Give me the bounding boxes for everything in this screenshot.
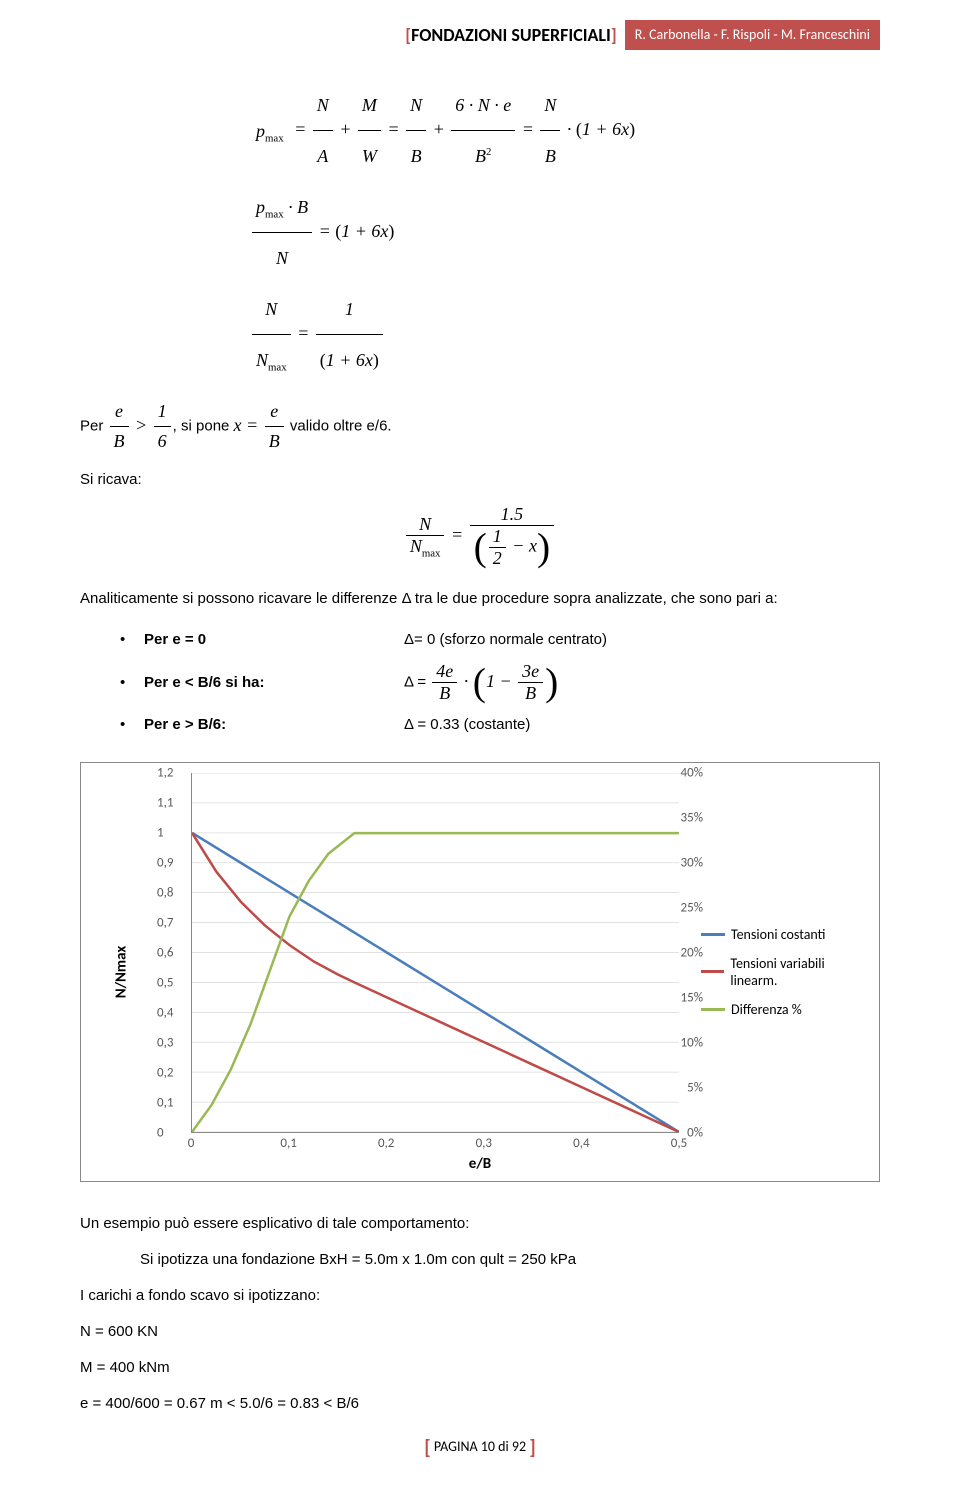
chart-ylabel: N/Nmax [112, 946, 130, 999]
para-ipotizza: Si ipotizza una fondazione BxH = 5.0m x … [140, 1248, 880, 1272]
ytick-label: 0,6 [157, 945, 173, 960]
footer-bracket-open: [ [424, 1436, 431, 1460]
para-per: Per eB > 16, si pone x = eB valido oltre… [80, 397, 880, 456]
y2tick-label: 5% [687, 1080, 703, 1095]
b2-lhs: Per e < B/6 si ha: [144, 674, 264, 691]
title-text: FONDAZIONI SUPERFICIALI [411, 24, 611, 46]
sipone-text: , si pone [173, 418, 234, 435]
para-esempio: Un esempio può essere esplicativo di tal… [80, 1212, 880, 1236]
bullet-row-2: • Per e < B/6 si ha: Δ = 4eB · (1 − 3eB) [120, 661, 880, 704]
y2tick-label: 10% [681, 1035, 703, 1050]
legend-item: Tensioni variabili linearm. [701, 955, 871, 989]
legend-label: Tensioni variabili linearm. [730, 955, 871, 989]
bullet-row-1: • Per e = 0 Δ= 0 (sforzo normale centrat… [120, 623, 880, 657]
equation-center: NNmax = 1.5(12 − x) [80, 504, 880, 569]
legend-label: Tensioni costanti [731, 926, 825, 943]
xtick-label: 0,3 [476, 1136, 492, 1151]
ytick-label: 1,1 [157, 795, 173, 810]
bracket-close: ] [611, 24, 617, 46]
chart-inner [151, 773, 679, 1133]
chart-container: N/Nmax 0 0,1 0,2 0,3 0,4 0,5 0,6 0,7 0,8 0,9 1 1,1 1… [80, 762, 880, 1182]
ytick-label: 0,9 [157, 855, 173, 870]
y2tick-label: 30% [681, 855, 703, 870]
chart-xlabel: e/B [469, 1155, 491, 1173]
legend-item: Differenza % [701, 1001, 871, 1018]
ytick-label: 0,8 [157, 885, 173, 900]
chart-svg [192, 773, 679, 1132]
legend-swatch [701, 970, 724, 973]
ytick-label: 0,7 [157, 915, 173, 930]
y2tick-label: 20% [681, 945, 703, 960]
para-m: M = 400 kNm [80, 1356, 880, 1380]
b1-lhs: Per e = 0 [144, 631, 206, 648]
b3-lhs: Per e > B/6: [144, 716, 226, 733]
b3-rhs: Δ = 0.33 (costante) [404, 716, 530, 733]
page-footer: [ PAGINA 10 di 92 ] [80, 1436, 880, 1460]
para-carichi: I carichi a fondo scavo si ipotizzano: [80, 1284, 880, 1308]
legend-item: Tensioni costanti [701, 926, 871, 943]
ytick-label: 1,2 [157, 765, 173, 780]
page-header: [FONDAZIONI SUPERFICIALI] R. Carbonella … [80, 20, 880, 50]
y2tick-label: 35% [681, 810, 703, 825]
eqcenter-val: 1.5 [501, 504, 524, 524]
para-n: N = 600 KN [80, 1320, 880, 1344]
legend-label: Differenza % [731, 1001, 802, 1018]
footer-text: PAGINA 10 di 92 [434, 1438, 526, 1455]
footer-bracket-close: ] [529, 1436, 536, 1460]
ytick-label: 0 [157, 1125, 164, 1140]
xtick-label: 0 [188, 1136, 195, 1151]
para-analitic: Analiticamente si possono ricavare le di… [80, 587, 880, 611]
per-text: Per [80, 418, 108, 435]
y2tick-label: 40% [681, 765, 703, 780]
para-e: e = 400/600 = 0.67 m < 5.0/6 = 0.83 < B/… [80, 1392, 880, 1416]
ytick-label: 0,1 [157, 1095, 173, 1110]
y2tick-label: 25% [681, 900, 703, 915]
xtick-label: 0,1 [280, 1136, 296, 1151]
equation-block-1: pmax = NA + MW = NB + 6 · N · eB2 = NB ·… [250, 80, 880, 385]
ytick-label: 0,3 [157, 1035, 173, 1050]
para-siricava: Si ricava: [80, 468, 880, 492]
y2tick-label: 0% [687, 1125, 703, 1140]
ytick-label: 0,4 [157, 1005, 173, 1020]
xtick-label: 0,2 [378, 1136, 394, 1151]
header-authors: R. Carbonella - F. Rispoli - M. Francesc… [625, 20, 880, 50]
legend-swatch [701, 933, 725, 936]
legend-swatch [701, 1008, 725, 1011]
b1-rhs: Δ= 0 (sforzo normale centrato) [404, 631, 607, 648]
chart-plot [191, 773, 679, 1133]
b2-rhs-pre: Δ = [404, 673, 430, 690]
ytick-label: 0,5 [157, 975, 173, 990]
xtick-label: 0,5 [671, 1136, 687, 1151]
y2tick-label: 15% [681, 990, 703, 1005]
ytick-label: 1 [157, 825, 164, 840]
valido-text: valido oltre e/6. [286, 418, 392, 435]
ytick-label: 0,2 [157, 1065, 173, 1080]
header-title: [FONDAZIONI SUPERFICIALI] [80, 20, 625, 50]
bullet-row-3: • Per e > B/6: Δ = 0.33 (costante) [120, 708, 880, 742]
chart-legend: Tensioni costanti Tensioni variabili line… [701, 914, 871, 1030]
xtick-label: 0,4 [573, 1136, 589, 1151]
bullet-list: • Per e = 0 Δ= 0 (sforzo normale centrat… [120, 623, 880, 742]
